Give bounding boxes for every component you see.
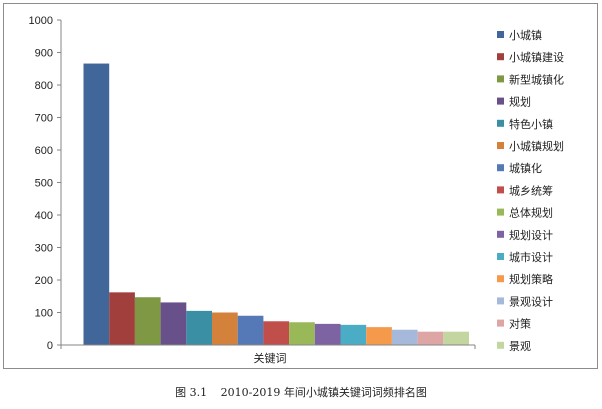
legend-label: 规划设计	[509, 228, 553, 242]
legend-swatch	[497, 253, 504, 260]
y-tick-label: 1000	[29, 15, 53, 27]
bar	[186, 310, 212, 345]
y-tick-label: 600	[35, 145, 53, 157]
legend-label: 新型城镇化	[509, 72, 564, 86]
bar	[366, 327, 392, 345]
legend-swatch	[497, 297, 504, 305]
bar	[314, 323, 341, 345]
legend-swatch	[497, 341, 504, 349]
legend-swatch	[497, 208, 504, 216]
legend-swatch	[497, 31, 504, 38]
y-tick-label: 0	[47, 340, 53, 352]
bar	[417, 331, 444, 345]
bar	[109, 292, 135, 345]
y-tick-label: 200	[35, 275, 53, 287]
y-tick-label: 300	[35, 243, 53, 255]
legend-swatch	[497, 75, 504, 83]
legend-label: 小城镇规划	[509, 139, 564, 153]
y-tick-label: 700	[35, 113, 53, 125]
figure-caption: 图 3.1 2010-2019 年间小城镇关键词词频排名图	[0, 384, 602, 400]
legend-label: 城市设计	[509, 250, 553, 264]
legend-label: 对策	[509, 317, 531, 331]
bar	[83, 63, 110, 346]
legend-label: 规划策略	[509, 272, 553, 286]
legend-swatch	[497, 186, 504, 194]
bars-group	[83, 63, 469, 346]
legend-swatch	[497, 230, 504, 238]
bar	[237, 315, 264, 345]
legend-label: 城镇化	[509, 161, 542, 175]
legend-label: 总体规划	[509, 206, 553, 220]
y-tick-label: 900	[35, 48, 53, 60]
legend-swatch	[497, 142, 504, 149]
y-tick-label: 500	[35, 178, 53, 190]
y-tick-label: 400	[35, 210, 53, 222]
bar	[160, 302, 187, 345]
legend-label: 小城镇建设	[509, 50, 564, 64]
legend-label: 城乡统筹	[509, 183, 553, 197]
legend-swatch	[497, 275, 504, 283]
legend-label: 小城镇	[509, 28, 542, 42]
legend-swatch	[497, 53, 504, 61]
caption-text: 2010-2019 年间小城镇关键词词频排名图	[220, 386, 427, 399]
bar	[289, 322, 315, 345]
legend-label: 规划	[509, 95, 531, 109]
x-category-label: 关键词	[254, 351, 287, 365]
legend-label: 景观设计	[509, 295, 553, 308]
caption-number: 图 3.1	[175, 386, 208, 399]
legend-swatch	[497, 319, 504, 327]
y-tick-label: 100	[35, 308, 53, 320]
bar	[263, 321, 290, 345]
bar	[340, 324, 367, 345]
x-axis: 关键词	[60, 344, 476, 365]
bar	[134, 297, 161, 345]
chart-frame: 0 100 200 300 400 500 600 700 800 900 1000 关键词 小城镇…	[3, 3, 598, 369]
bar	[212, 312, 238, 345]
bar-chart: 0 100 200 300 400 500 600 700 800 900 1000 关键词 小城镇…	[29, 15, 564, 365]
legend-swatch	[497, 97, 504, 105]
legend-swatch	[497, 119, 504, 127]
bar	[443, 331, 469, 345]
legend-label: 景观	[509, 340, 531, 353]
legend: 小城镇小城镇建设新型城镇化规划特色小镇小城镇规划城镇化城乡统筹总体规划规划设计城…	[497, 28, 564, 353]
bar	[391, 329, 418, 345]
y-axis: 0 100 200 300 400 500 600 700 800 900 1000	[29, 15, 62, 352]
y-tick-label: 800	[35, 80, 53, 92]
legend-swatch	[497, 164, 504, 172]
legend-label: 特色小镇	[509, 117, 553, 131]
